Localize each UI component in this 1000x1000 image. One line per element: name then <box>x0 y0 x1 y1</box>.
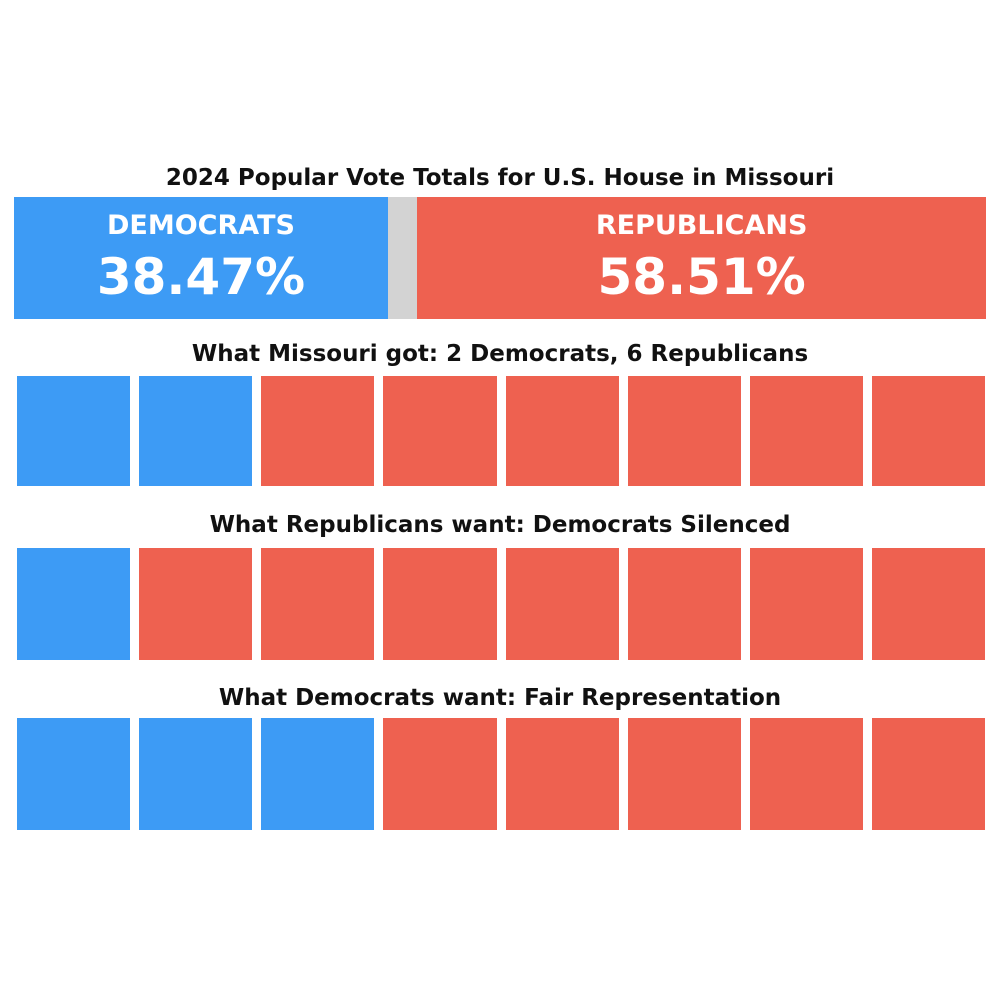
seat-democrat <box>261 718 375 830</box>
seat-democrat <box>17 718 131 830</box>
popular-vote-bar: DEMOCRATS 38.47% REPUBLICANS 58.51% <box>14 197 986 319</box>
scenario-title-republicans: What Republicans want: Democrats Silence… <box>209 512 791 538</box>
seat-republican <box>871 376 985 486</box>
seat-republican <box>139 548 253 660</box>
seat-republican <box>261 376 375 486</box>
seat-republican <box>749 376 863 486</box>
seat-republican <box>749 548 863 660</box>
seat-republican <box>383 718 497 830</box>
vote-segment-republican: REPUBLICANS 58.51% <box>417 197 986 319</box>
vote-segment-percent: 38.47% <box>96 248 306 306</box>
seat-democrat <box>139 718 253 830</box>
vote-segment-percent: 58.51% <box>597 248 806 306</box>
seat-republican <box>871 718 985 830</box>
seat-republican <box>627 718 741 830</box>
seat-republican <box>749 718 863 830</box>
chart-title: 2024 Popular Vote Totals for U.S. House … <box>165 165 835 191</box>
scenario-title-actual: What Missouri got: 2 Democrats, 6 Republ… <box>191 341 809 367</box>
seat-republican <box>505 548 619 660</box>
seat-democrat <box>17 376 131 486</box>
vote-segment-other <box>387 197 418 319</box>
seat-republican <box>871 548 985 660</box>
seat-republican <box>261 548 375 660</box>
seat-republican <box>627 376 741 486</box>
vote-segment-democrat: DEMOCRATS 38.47% <box>14 197 388 319</box>
seat-republican <box>505 718 619 830</box>
seat-republican <box>505 376 619 486</box>
vote-segment-label: REPUBLICANS <box>595 210 808 241</box>
seat-republican <box>383 548 497 660</box>
vote-segment-label: DEMOCRATS <box>106 210 295 241</box>
seat-row-republicans <box>17 548 985 660</box>
seat-democrat <box>139 376 253 486</box>
seat-row-democrats <box>17 718 985 830</box>
seat-republican <box>383 376 497 486</box>
seat-row-actual <box>17 376 985 486</box>
seat-democrat <box>17 548 131 660</box>
seat-republican <box>627 548 741 660</box>
scenario-title-democrats: What Democrats want: Fair Representation <box>218 685 782 711</box>
